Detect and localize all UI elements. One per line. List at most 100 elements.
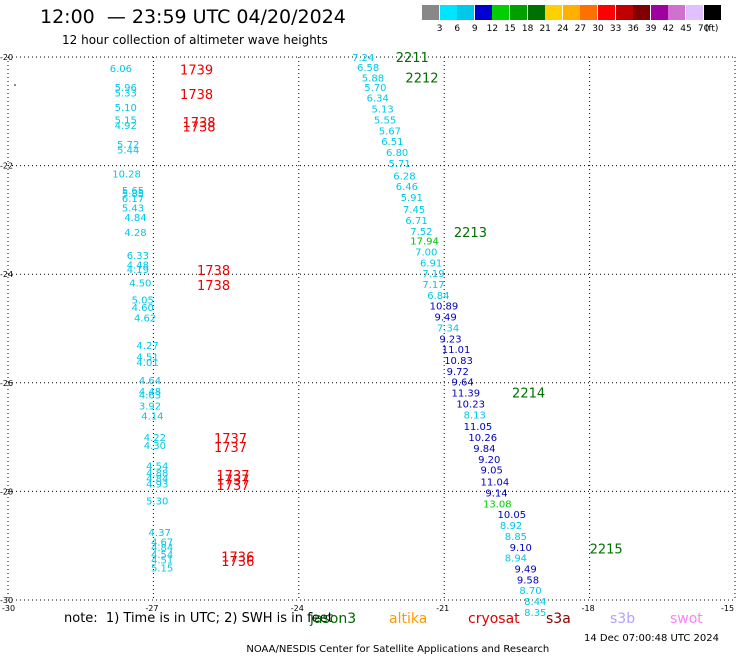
wave-height-value: 4.62 bbox=[134, 314, 156, 325]
wave-height-value: 9.84 bbox=[473, 444, 495, 455]
wave-height-value: 5.33 bbox=[115, 88, 137, 99]
wave-height-value: 10.23 bbox=[456, 399, 485, 410]
pass-time-label: 1736 bbox=[221, 555, 254, 570]
wave-height-value: 4.22 bbox=[144, 433, 166, 444]
wave-height-value: 5.13 bbox=[372, 105, 394, 116]
colorbar-label: 27 bbox=[574, 24, 587, 34]
wave-height-value: 8.85 bbox=[505, 532, 527, 543]
colorbar-label: 45 bbox=[680, 24, 692, 34]
colorbar-swatch bbox=[580, 5, 598, 20]
map-dot bbox=[14, 84, 16, 86]
satellite-legend-cryosat: cryosat bbox=[468, 611, 520, 627]
y-tick-label: -30 bbox=[0, 596, 13, 605]
wave-height-value: 4.51 bbox=[136, 353, 158, 364]
x-tick-label: -30 bbox=[2, 604, 15, 613]
wave-height-value: 5.30 bbox=[146, 497, 168, 508]
wave-height-value: 4.63 bbox=[139, 391, 161, 402]
wave-height-value: 6.80 bbox=[386, 148, 408, 159]
y-tick-label: -20 bbox=[0, 53, 13, 62]
pass-time-label: 2211 bbox=[396, 51, 429, 66]
wave-height-value: 8.94 bbox=[505, 554, 527, 565]
satellite-legend-altika: altika bbox=[389, 611, 428, 627]
wave-height-value: 7.45 bbox=[403, 205, 425, 216]
colorbar-swatch bbox=[703, 5, 721, 20]
wave-height-value: 9.64 bbox=[451, 378, 473, 389]
footer-timestamp: 14 Dec 07:00:48 UTC 2024 bbox=[584, 633, 719, 644]
y-tick-label: -22 bbox=[0, 162, 13, 171]
wave-height-value: 5.44 bbox=[117, 145, 139, 156]
pass-time-label: 2215 bbox=[590, 542, 623, 557]
pass-time-label: 1737 bbox=[214, 432, 247, 447]
wave-height-value: 4.84 bbox=[124, 213, 146, 224]
colorbar-label: 21 bbox=[539, 24, 551, 34]
wave-height-value: 10.26 bbox=[468, 433, 497, 444]
colorbar-label: 39 bbox=[645, 24, 657, 34]
colorbar-swatch bbox=[668, 5, 686, 20]
wave-height-value: 6.58 bbox=[357, 63, 379, 74]
wave-height-value: 6.84 bbox=[427, 291, 449, 302]
colorbar-swatch bbox=[562, 5, 580, 20]
pass-time-label: 1739 bbox=[180, 63, 213, 78]
colorbar-label: 70 bbox=[697, 24, 710, 34]
wave-height-value: 4.27 bbox=[136, 341, 158, 352]
wave-height-value: 5.96 bbox=[115, 83, 137, 94]
wave-height-value: 8.70 bbox=[519, 586, 541, 597]
satellite-legend-s3b: s3b bbox=[610, 611, 636, 627]
colorbar-label: 12 bbox=[486, 24, 499, 34]
wave-height-value: 6.33 bbox=[127, 251, 149, 262]
wave-height-value: 7.00 bbox=[415, 247, 437, 258]
wave-height-value: 9.14 bbox=[485, 488, 507, 499]
pass-time-label: 2214 bbox=[512, 387, 545, 402]
wave-height-value: 5.10 bbox=[115, 103, 137, 114]
wave-height-value: 8.92 bbox=[500, 521, 522, 532]
colorbar-label: 33 bbox=[609, 24, 622, 34]
wave-height-value: 6.91 bbox=[420, 258, 442, 269]
pass-time-label: 1737 bbox=[216, 479, 249, 494]
wave-height-value: 4.84 bbox=[151, 543, 173, 554]
wave-height-value: 9.49 bbox=[514, 565, 536, 576]
colorbar-label: 6 bbox=[454, 24, 461, 34]
y-tick-label: -28 bbox=[0, 487, 13, 496]
wave-height-value: 11.01 bbox=[442, 345, 471, 356]
wave-height-value: 7.52 bbox=[410, 227, 432, 238]
wave-height-value: 11.05 bbox=[464, 422, 493, 433]
pass-time-label: 2213 bbox=[454, 226, 487, 241]
wave-height-value: 5.67 bbox=[379, 126, 401, 137]
pass-time-label: 1737 bbox=[216, 473, 249, 488]
wave-height-value: 8.44 bbox=[524, 597, 546, 608]
satellite-legend-swot: swot bbox=[670, 611, 703, 627]
wave-height-value: 5.91 bbox=[401, 193, 423, 204]
satellite-legend-s3a: s3a bbox=[546, 611, 571, 627]
wave-height-value: 4.30 bbox=[144, 441, 166, 452]
wave-height-value: 8.13 bbox=[464, 410, 486, 421]
pass-time-label: 1738 bbox=[197, 264, 230, 279]
note-text: note: 1) Time is in UTC; 2) SWH is in fe… bbox=[64, 611, 333, 626]
wave-height-value: 4.67 bbox=[151, 537, 173, 548]
wave-height-value: 5.88 bbox=[362, 74, 384, 85]
colorbar-swatch bbox=[457, 5, 475, 20]
wave-height-value: 4.54 bbox=[146, 461, 168, 472]
pass-time-label: 1738 bbox=[180, 88, 213, 103]
pass-time-label: 1737 bbox=[214, 441, 247, 456]
wave-height-value: 4.48 bbox=[127, 260, 149, 271]
wave-height-value: 4.60 bbox=[132, 303, 154, 314]
wave-height-value: 4.14 bbox=[141, 411, 163, 422]
wave-height-value: 5.65 bbox=[122, 186, 144, 197]
wave-height-value: 6.17 bbox=[122, 194, 144, 205]
map-title: 12:00 — 23:59 UTC 04/20/2024 bbox=[40, 6, 346, 28]
colorbar-swatch bbox=[439, 5, 457, 20]
wave-height-value: 17.94 bbox=[410, 237, 439, 248]
wave-height-value: 9.23 bbox=[439, 334, 461, 345]
x-tick-label: -18 bbox=[582, 604, 595, 613]
wave-height-value: 5.15 bbox=[151, 563, 173, 574]
wave-height-value: 4.88 bbox=[146, 468, 168, 479]
wave-height-value: 6.28 bbox=[393, 171, 415, 182]
colorbar-swatch bbox=[474, 5, 492, 20]
colorbar-swatch bbox=[510, 5, 527, 20]
colorbar-swatch bbox=[686, 5, 703, 20]
wave-height-value: 5.70 bbox=[364, 83, 386, 94]
x-tick-label: -21 bbox=[436, 604, 449, 613]
colorbar-label: 3 bbox=[436, 24, 443, 34]
wave-height-value: 7.34 bbox=[437, 323, 459, 334]
wave-height-value: 5.05 bbox=[132, 296, 154, 307]
